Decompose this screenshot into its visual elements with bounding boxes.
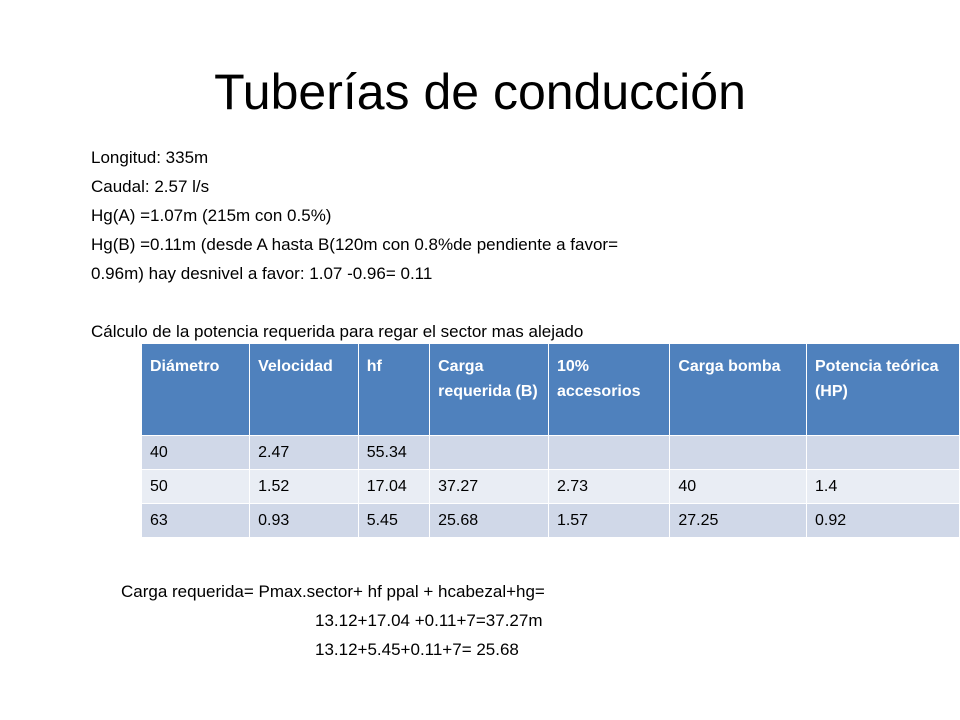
col-header-hf: hf (357, 343, 431, 436)
info-length: Longitud: 335m (91, 148, 209, 167)
cell-diametro: 50 (140, 469, 251, 504)
cell-hf: 17.04 (357, 469, 431, 504)
cell-diametro: 63 (140, 503, 251, 538)
col-header-accesorios: 10% accesorios (547, 343, 671, 436)
cell-diametro: 40 (140, 435, 251, 470)
cell-accesorios: 1.57 (547, 503, 671, 538)
info-blank (91, 288, 811, 317)
cell-carga-bomba: 40 (669, 469, 807, 504)
cell-potencia (805, 435, 960, 470)
cell-potencia: 1.4 (805, 469, 960, 504)
cell-velocidad: 2.47 (249, 435, 359, 470)
cell-velocidad: 1.52 (249, 469, 359, 504)
info-calc-heading: Cálculo de la potencia requerida para re… (91, 322, 584, 341)
slide-title: Tuberías de conducción (214, 64, 746, 120)
formula-calc-63: 13.12+5.45+0.11+7= 25.68 (315, 640, 519, 659)
col-header-carga-bomba: Carga bomba (669, 343, 807, 436)
col-header-diametro: Diámetro (140, 343, 251, 436)
info-hg-b-cont: 0.96m) hay desnivel a favor: 1.07 -0.96=… (91, 264, 433, 283)
cell-carga-requerida: 25.68 (429, 503, 549, 538)
info-hg-a: Hg(A) =1.07m (215m con 0.5%) (91, 206, 332, 225)
info-hg-b: Hg(B) =0.11m (desde A hasta B(120m con 0… (91, 235, 619, 254)
col-header-potencia: Potencia teórica (HP) (805, 343, 960, 436)
table-row: 50 1.52 17.04 37.27 2.73 40 1.4 (140, 469, 960, 504)
cell-potencia: 0.92 (805, 503, 960, 538)
info-flow: Caudal: 2.57 l/s (91, 177, 210, 196)
cell-hf: 55.34 (357, 435, 431, 470)
cell-accesorios (547, 435, 671, 470)
cell-carga-requerida: 37.27 (429, 469, 549, 504)
table-row: 63 0.93 5.45 25.68 1.57 27.25 0.92 (140, 503, 960, 538)
col-header-carga-requerida: Carga requerida (B) (429, 343, 549, 436)
results-table: Diámetro Velocidad hf Carga requerida (B… (140, 343, 960, 538)
cell-carga-bomba (669, 435, 807, 470)
info-block: Longitud: 335m Caudal: 2.57 l/s Hg(A) =1… (91, 143, 811, 346)
cell-accesorios: 2.73 (547, 469, 671, 504)
table-header-row: Diámetro Velocidad hf Carga requerida (B… (140, 343, 960, 436)
table-row: 40 2.47 55.34 (140, 435, 960, 470)
formula-definition: Carga requerida= Pmax.sector+ hf ppal + … (121, 582, 545, 601)
formula-calc-50: 13.12+17.04 +0.11+7=37.27m (315, 611, 543, 630)
col-header-velocidad: Velocidad (249, 343, 359, 436)
cell-carga-bomba: 27.25 (669, 503, 807, 538)
cell-velocidad: 0.93 (249, 503, 359, 538)
cell-carga-requerida (429, 435, 549, 470)
cell-hf: 5.45 (357, 503, 431, 538)
